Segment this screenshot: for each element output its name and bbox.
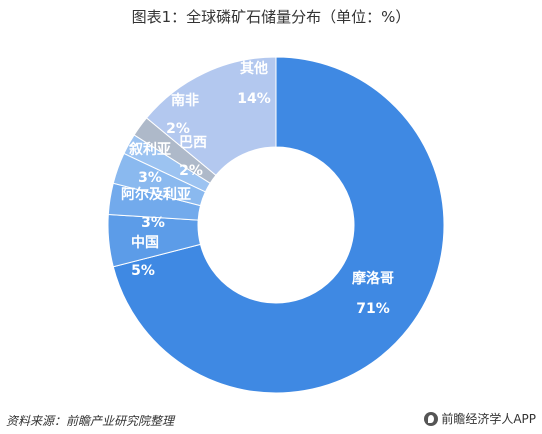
slice-value-0: 71%	[356, 301, 390, 317]
slice-label-3: 叙利亚	[129, 141, 171, 158]
brand-logo-icon	[424, 411, 439, 426]
slice-value-3: 3%	[138, 170, 162, 186]
slice-label-4: 巴西	[179, 135, 207, 151]
slice-6	[145, 56, 277, 176]
brand-name: 前瞻经济学人APP	[441, 412, 536, 426]
brand-credit: 前瞻经济学人APP	[424, 410, 536, 427]
slice-value-5: 2%	[166, 121, 190, 137]
slice-label-0: 摩洛哥	[352, 270, 394, 287]
slice-value-6: 14%	[237, 91, 271, 107]
slice-label-2: 阿尔及利亚	[121, 186, 191, 203]
slice-value-2: 3%	[141, 215, 165, 231]
slice-value-4: 2%	[179, 163, 203, 179]
slice-label-5: 南非	[171, 92, 199, 109]
slice-label-1: 中国	[131, 234, 159, 251]
slice-value-1: 5%	[131, 263, 155, 279]
slices-group	[107, 56, 445, 394]
slice-label-6: 其他	[240, 60, 268, 77]
source-note: 资料来源：前瞻产业研究院整理	[6, 414, 175, 428]
slice-0	[112, 56, 445, 394]
chart-title: 图表1：全球磷矿石储量分布（单位：%）	[131, 8, 411, 26]
